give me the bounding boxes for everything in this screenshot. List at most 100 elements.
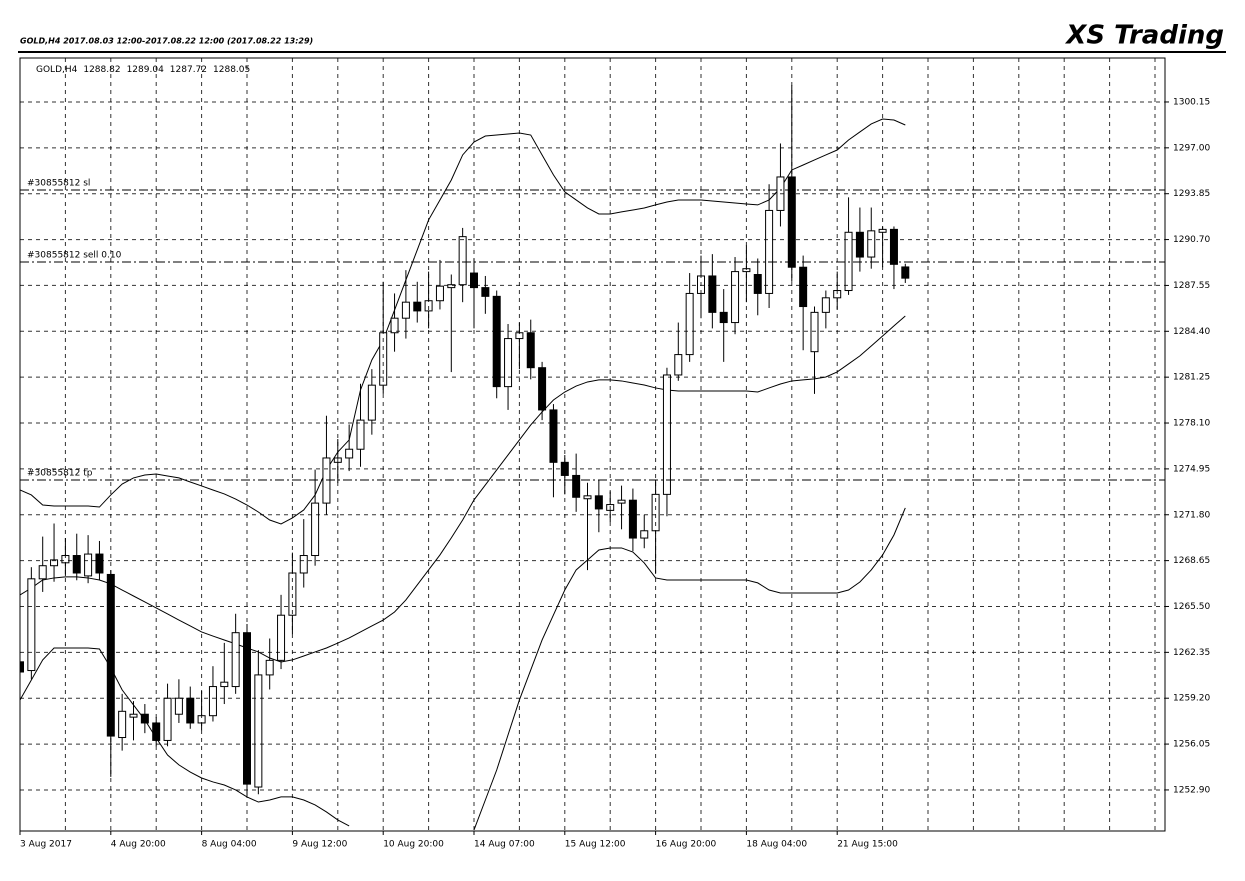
- candle-body: [50, 559, 59, 567]
- y-tick-label: 1297.00: [1173, 143, 1210, 153]
- y-tick-label: 1274.95: [1173, 464, 1210, 474]
- candle-body: [174, 697, 183, 715]
- info-value: 1288.05: [213, 65, 250, 75]
- band-lower: [20, 507, 906, 831]
- candle-body: [799, 266, 808, 308]
- candle-body: [470, 272, 478, 289]
- info-value: 1288.82: [83, 65, 120, 75]
- candle-body: [38, 565, 47, 580]
- candle-body: [220, 681, 229, 688]
- candle-body: [594, 495, 603, 510]
- candle-body: [492, 295, 501, 388]
- candle-body: [401, 301, 410, 319]
- x-tick-label: 10 Aug 20:00: [383, 840, 444, 850]
- info-value: 1289.04: [127, 65, 164, 75]
- candle-body: [163, 697, 172, 741]
- y-tick-label: 1256.05: [1173, 740, 1210, 750]
- candle-body: [526, 332, 535, 369]
- candle-body: [674, 354, 683, 376]
- y-tick-label: 1262.35: [1173, 648, 1210, 658]
- y-tick-label: 1287.55: [1173, 281, 1210, 291]
- x-tick-label: 15 Aug 12:00: [565, 840, 626, 850]
- candle-body: [322, 457, 331, 504]
- candle-body: [435, 285, 444, 302]
- candle-body: [129, 713, 138, 718]
- candle-body: [810, 311, 819, 353]
- candle-body: [583, 495, 592, 500]
- candle-body: [867, 230, 876, 258]
- candle-body: [731, 271, 740, 324]
- candle-body: [640, 530, 649, 539]
- candle-body: [821, 297, 830, 313]
- y-tick-label: 1259.20: [1173, 694, 1210, 704]
- candle-body: [356, 419, 365, 450]
- x-tick-label: 3 Aug 2017: [20, 840, 72, 850]
- order-label: #30855812 tp: [27, 468, 93, 478]
- candle-body: [95, 553, 104, 574]
- candle-body: [265, 659, 274, 676]
- x-tick-label: 9 Aug 12:00: [292, 840, 347, 850]
- candle-body: [708, 275, 717, 313]
- y-tick-label: 1268.65: [1173, 556, 1210, 566]
- candle-body: [118, 710, 127, 739]
- candle-body: [538, 367, 547, 411]
- y-tick-label: 1300.15: [1173, 97, 1210, 107]
- candle-body: [617, 499, 626, 504]
- y-tick-label: 1281.25: [1173, 373, 1210, 383]
- candle-body: [753, 274, 762, 294]
- candle-body: [447, 284, 456, 289]
- plot-frame: [19, 57, 1166, 832]
- info-symbol: GOLD,H4: [36, 65, 78, 75]
- y-tick-label: 1265.50: [1173, 602, 1210, 612]
- candle-body: [254, 674, 263, 788]
- candle-body: [277, 614, 286, 661]
- candle-body: [27, 578, 36, 672]
- band-middle: [20, 315, 906, 663]
- y-tick-label: 1252.90: [1173, 785, 1210, 795]
- candle-body: [311, 502, 320, 557]
- candle-body: [140, 713, 149, 724]
- candle-body: [765, 209, 774, 294]
- candle-body: [628, 499, 637, 539]
- x-tick-label: 16 Aug 20:00: [656, 840, 717, 850]
- candle-body: [186, 697, 195, 724]
- candle-body: [719, 311, 728, 324]
- y-tick-label: 1284.40: [1173, 327, 1210, 337]
- y-tick-label: 1271.80: [1173, 510, 1210, 520]
- y-tick-label: 1278.10: [1173, 419, 1210, 429]
- candle-body: [889, 228, 898, 265]
- candle-body: [901, 266, 910, 279]
- x-tick-label: 14 Aug 07:00: [474, 840, 535, 850]
- candle-body: [662, 374, 671, 495]
- candle-body: [481, 287, 490, 297]
- candle-body: [549, 409, 558, 463]
- band-upper: [20, 118, 906, 525]
- candle-body: [72, 555, 81, 574]
- candle-body: [458, 236, 467, 286]
- info-line: GOLD,H4 1288.82 1289.04 1287.72 1288.05: [36, 65, 250, 75]
- x-tick-label: 21 Aug 15:00: [837, 840, 898, 850]
- candle-body: [231, 632, 240, 688]
- candle-body: [413, 301, 422, 312]
- x-tick-label: 4 Aug 20:00: [111, 840, 166, 850]
- candle-body: [685, 292, 694, 356]
- candle-body: [106, 573, 115, 737]
- x-tick-label: 8 Aug 04:00: [202, 840, 257, 850]
- x-tick-label: 18 Aug 04:00: [746, 840, 807, 850]
- candle-body: [20, 661, 24, 673]
- candle-body: [572, 474, 581, 498]
- info-value: 1287.72: [170, 65, 207, 75]
- candle-body: [345, 448, 354, 459]
- candle-body: [844, 231, 853, 292]
- order-label: #30855812 sl: [27, 179, 90, 189]
- chart-title: XS Trading: [1064, 21, 1224, 51]
- plot-area: [20, 85, 910, 831]
- y-tick-label: 1293.85: [1173, 189, 1210, 199]
- candle-body: [390, 317, 399, 334]
- candle-body: [299, 555, 308, 574]
- y-tick-label: 1290.70: [1173, 235, 1210, 245]
- candle-body: [504, 338, 513, 388]
- candle-body: [208, 686, 217, 717]
- order-label: #30855812 sell 0.10: [27, 250, 122, 260]
